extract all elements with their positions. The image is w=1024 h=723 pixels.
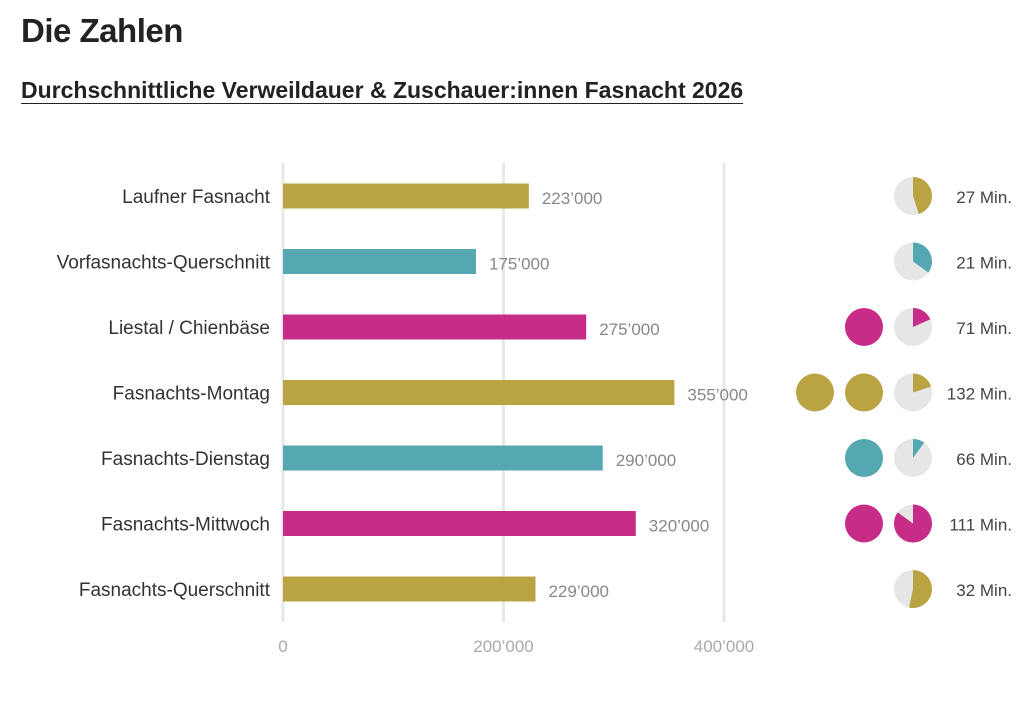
minutes-label: 21 Min. [956, 254, 1012, 273]
bar-value-label: 290’000 [616, 451, 677, 470]
bar [283, 314, 587, 340]
bar-value-label: 229’000 [548, 582, 609, 601]
pie-slice [913, 439, 925, 458]
bar [283, 249, 476, 274]
bar [283, 380, 675, 405]
minutes-label: 32 Min. [956, 581, 1012, 600]
category-label: Liestal / Chienbäse [108, 318, 270, 339]
bar-value-label: 355’000 [687, 386, 748, 405]
bar-value-label: 223’000 [542, 189, 603, 208]
bar [283, 576, 536, 602]
bar-value-label: 320’000 [649, 517, 710, 536]
page-title: Die Zahlen [21, 12, 183, 49]
pie-slice [913, 177, 932, 215]
x-tick-label: 0 [278, 637, 287, 656]
x-tick-label: 200’000 [473, 637, 534, 656]
category-label: Vorfasnachts-Querschnitt [57, 253, 271, 274]
bar [283, 183, 529, 209]
category-label: Fasnachts-Montag [113, 384, 270, 405]
minutes-label: 132 Min. [947, 385, 1012, 404]
full-pie [845, 504, 883, 543]
bar [283, 511, 636, 536]
pie-slice [894, 504, 933, 543]
category-label: Fasnachts-Querschnitt [79, 580, 271, 601]
minutes-label: 71 Min. [956, 319, 1012, 338]
pie-slice [913, 242, 932, 273]
x-tick-label: 400’000 [694, 637, 755, 656]
bar-value-label: 175’000 [489, 255, 550, 274]
minutes-label: 111 Min. [949, 516, 1012, 535]
full-pie [796, 373, 834, 412]
chart-subtitle: Durchschnittliche Verweildauer & Zuschau… [21, 77, 744, 103]
category-label: Laufner Fasnacht [122, 187, 271, 208]
full-pie [845, 373, 883, 412]
category-label: Fasnachts-Mittwoch [101, 515, 270, 536]
full-pie [845, 308, 883, 346]
category-label: Fasnachts-Dienstag [101, 449, 270, 470]
pie-slice [913, 308, 931, 327]
pie-slice [909, 570, 933, 608]
bar-value-label: 275’000 [599, 320, 660, 339]
bar [283, 445, 603, 471]
minutes-label: 66 Min. [956, 450, 1012, 469]
pie-slice [913, 373, 932, 393]
minutes-label: 27 Min. [956, 188, 1012, 207]
full-pie [845, 439, 883, 477]
